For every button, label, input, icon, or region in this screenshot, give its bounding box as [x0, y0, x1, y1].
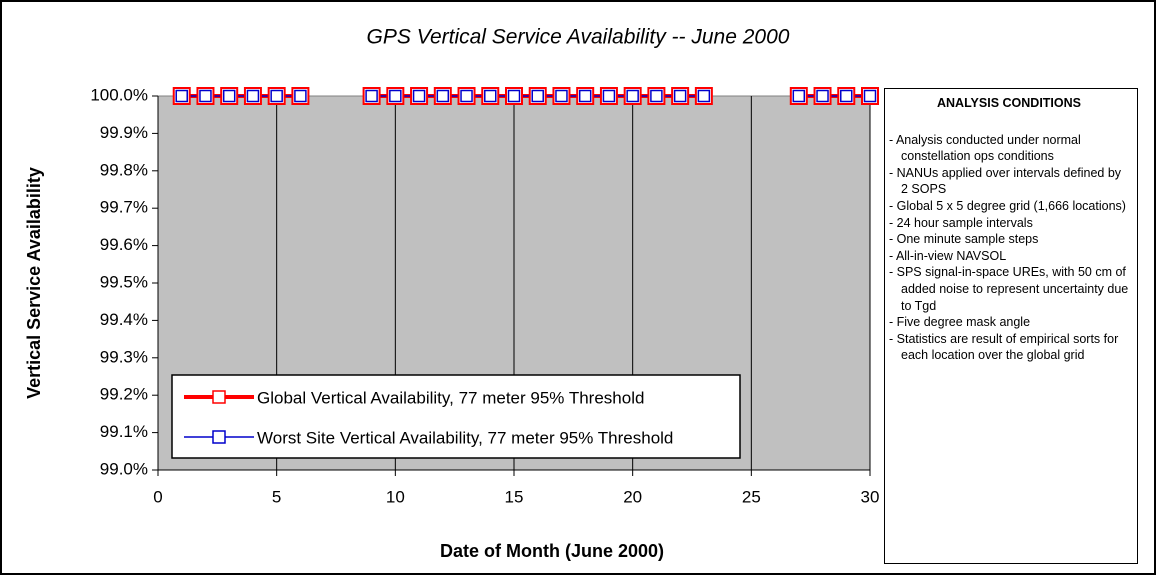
marker	[365, 89, 378, 103]
marker	[531, 89, 544, 103]
y-tick-label: 99.2%	[100, 385, 148, 404]
x-tick-label: 30	[861, 487, 880, 506]
marker	[507, 89, 521, 103]
marker	[175, 89, 188, 103]
marker	[294, 89, 307, 103]
marker	[436, 89, 450, 103]
condition-item: - One minute sample steps	[889, 232, 1039, 247]
y-tick-label: 99.6%	[100, 235, 148, 254]
marker	[792, 89, 806, 103]
marker	[555, 89, 568, 103]
x-tick-label: 5	[272, 487, 281, 506]
marker	[460, 89, 473, 103]
condition-item: - Global 5 x 5 degree grid (1,666 locati…	[889, 198, 1126, 213]
y-tick-label: 99.4%	[100, 310, 148, 329]
condition-item: - NANUs applied over intervals defined b…	[889, 165, 1122, 197]
y-tick-label: 99.0%	[100, 459, 148, 478]
marker	[650, 89, 663, 103]
marker	[222, 89, 236, 103]
condition-item: - Analysis conducted under normal conste…	[889, 132, 1081, 164]
marker	[626, 89, 639, 103]
y-tick-label: 99.7%	[100, 198, 148, 217]
condition-item: - SPS signal-in-space UREs, with 50 cm o…	[889, 265, 1129, 313]
legend-marker	[212, 390, 226, 404]
y-axis-label: Vertical Service Availability	[24, 167, 44, 399]
legend-marker	[212, 430, 226, 444]
marker	[863, 89, 877, 103]
y-tick-label: 100.0%	[90, 85, 148, 104]
condition-item: - Statistics are result of empirical sor…	[889, 331, 1119, 363]
x-tick-label: 10	[386, 487, 405, 506]
marker	[389, 89, 402, 103]
legend-label: Global Vertical Availability, 77 meter 9…	[257, 388, 644, 407]
condition-item: - 24 hour sample intervals	[889, 215, 1033, 230]
marker	[412, 89, 426, 103]
x-axis-label: Date of Month (June 2000)	[440, 541, 664, 561]
y-tick-label: 99.5%	[100, 272, 148, 291]
marker	[484, 89, 497, 103]
chart-title: GPS Vertical Service Availability -- Jun…	[367, 26, 790, 49]
y-tick-label: 99.1%	[100, 422, 148, 441]
marker	[602, 89, 616, 103]
marker	[697, 89, 711, 103]
marker	[840, 89, 853, 103]
condition-item: - Five degree mask angle	[889, 315, 1031, 330]
y-tick-label: 99.3%	[100, 347, 148, 366]
analysis-panel: ANALYSIS CONDITIONS - Analysis conducted…	[884, 88, 1138, 564]
legend-box	[171, 374, 741, 459]
marker	[246, 89, 260, 103]
marker	[270, 89, 283, 103]
y-tick-label: 99.8%	[100, 160, 148, 179]
x-tick-label: 25	[742, 487, 761, 506]
marker	[816, 89, 829, 103]
legend-label: Worst Site Vertical Availability, 77 met…	[257, 428, 673, 447]
x-tick-label: 20	[623, 487, 642, 506]
x-tick-label: 15	[505, 487, 524, 506]
y-tick-label: 99.9%	[100, 123, 148, 142]
panel-title: ANALYSIS CONDITIONS	[936, 96, 1081, 110]
marker	[199, 89, 212, 103]
marker	[673, 89, 687, 103]
condition-item: - All-in-view NAVSOL	[889, 248, 1007, 263]
marker	[578, 89, 592, 103]
x-tick-label: 0	[153, 487, 162, 506]
